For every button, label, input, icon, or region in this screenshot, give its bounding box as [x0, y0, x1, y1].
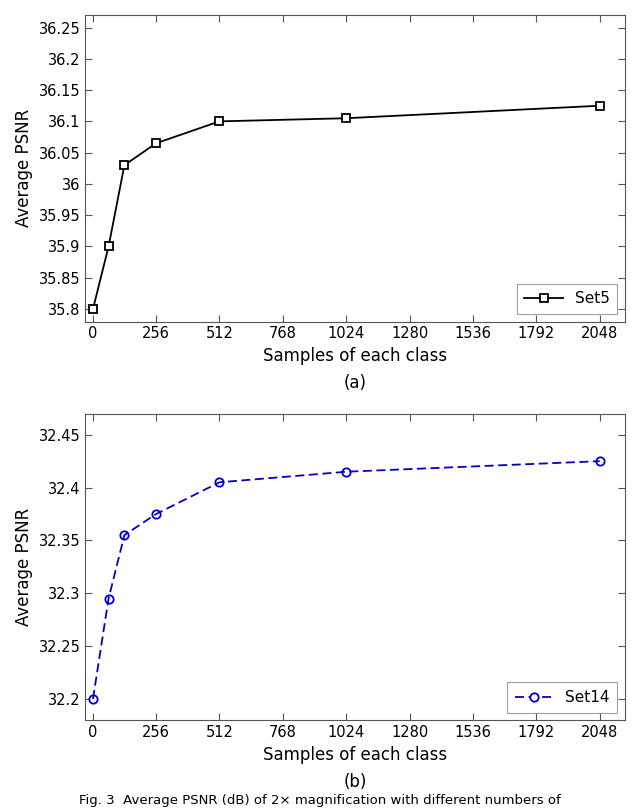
Legend: Set14: Set14	[507, 682, 618, 713]
Set14	[596, 457, 604, 466]
Point	[596, 457, 604, 466]
Text: Fig. 3  Average PSNR (dB) of 2× magnification with different numbers of: Fig. 3 Average PSNR (dB) of 2× magnifica…	[79, 794, 561, 807]
Set14	[216, 478, 223, 487]
Line: Set14: Set14	[93, 461, 600, 699]
Set5	[216, 117, 223, 127]
Point	[216, 478, 223, 487]
Point	[342, 467, 350, 477]
X-axis label: Samples of each class: Samples of each class	[263, 347, 447, 365]
Y-axis label: Average PSNR: Average PSNR	[15, 508, 33, 626]
X-axis label: Samples of each class: Samples of each class	[263, 745, 447, 764]
Set5	[596, 101, 604, 110]
Line: Set5: Set5	[89, 101, 604, 313]
Set5	[152, 139, 160, 148]
Line: 7 pts: 7 pts	[89, 457, 604, 703]
Set14	[152, 509, 160, 519]
Point	[152, 509, 160, 519]
Y-axis label: Average PSNR: Average PSNR	[15, 109, 33, 227]
Set14	[105, 594, 113, 603]
Set14	[342, 467, 350, 477]
Set14	[89, 694, 97, 704]
Text: (b): (b)	[344, 773, 367, 791]
Point	[120, 530, 128, 540]
Set5	[89, 304, 97, 314]
Text: (a): (a)	[344, 375, 367, 393]
Point	[89, 694, 97, 704]
Set5	[105, 242, 113, 251]
Set14	[120, 530, 128, 540]
Set5	[342, 114, 350, 123]
Point	[105, 594, 113, 603]
Legend: Set5: Set5	[516, 284, 618, 314]
Set5	[120, 161, 128, 170]
